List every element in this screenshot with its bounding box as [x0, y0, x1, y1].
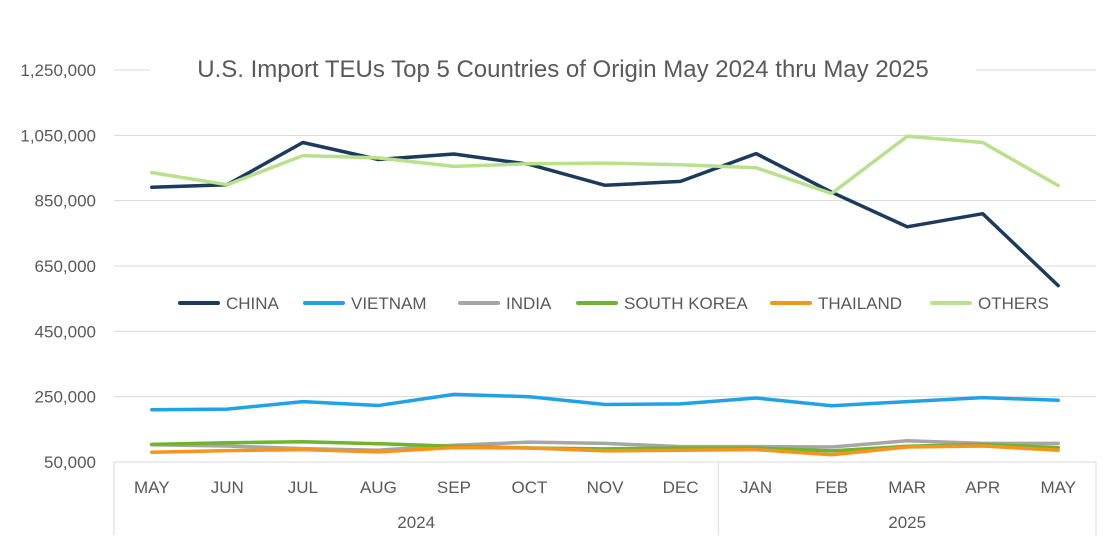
legend-south-korea-label: SOUTH KOREA: [624, 294, 748, 313]
y-tick-label: 1,250,000: [20, 61, 96, 80]
x-tick-label: FEB: [815, 478, 848, 497]
x-tick-label: OCT: [512, 478, 548, 497]
y-tick-label: 450,000: [35, 322, 96, 341]
chart-title-background: [150, 50, 976, 88]
chart-title: U.S. Import TEUs Top 5 Countries of Orig…: [197, 56, 928, 83]
x-tick-label: AUG: [360, 478, 397, 497]
y-tick-label: 850,000: [35, 192, 96, 211]
x-tick-label: MAY: [1040, 478, 1076, 497]
x-tick-label: JAN: [740, 478, 772, 497]
year-label: 2025: [888, 513, 926, 532]
y-axis-ticks: 1,250,000 1,050,000 850,000 650,000 450,000 2…: [20, 61, 96, 472]
legend-china-label: CHINA: [226, 294, 280, 313]
legend-vietnam-label: VIETNAM: [351, 294, 427, 313]
series-vietnam-line: [150, 392, 1060, 412]
y-tick-label: 250,000: [35, 388, 96, 407]
x-tick-label: MAR: [888, 478, 926, 497]
legend-others-label: OTHERS: [978, 294, 1049, 313]
series-others-line: [150, 134, 1060, 196]
x-tick-label: SEP: [437, 478, 471, 497]
legend-india-label: INDIA: [506, 294, 552, 313]
x-tick-label: JUL: [288, 478, 318, 497]
x-tick-label: APR: [965, 478, 1000, 497]
legend: CHINA VIETNAM INDIA SOUTH KOREA THAILAND OTHE…: [178, 294, 1049, 313]
year-label: 2024: [397, 513, 435, 532]
x-tick-label: NOV: [587, 478, 625, 497]
x-tick-label: JUN: [211, 478, 244, 497]
legend-thailand-label: THAILAND: [818, 294, 902, 313]
y-tick-label: 650,000: [35, 257, 96, 276]
series-china-line: [150, 140, 1060, 288]
series-lines: [150, 134, 1060, 457]
gridlines: [114, 69, 1096, 398]
x-axis: MAY JUN JUL AUG SEP OCT NOV DEC JAN FEB MAR APR MAY 2…: [113, 461, 1097, 535]
x-tick-label: DEC: [663, 478, 699, 497]
x-tick-label: MAY: [134, 478, 170, 497]
y-tick-label: 50,000: [44, 453, 96, 472]
series-thailand-line: [150, 444, 1060, 457]
y-tick-label: 1,050,000: [20, 126, 96, 145]
